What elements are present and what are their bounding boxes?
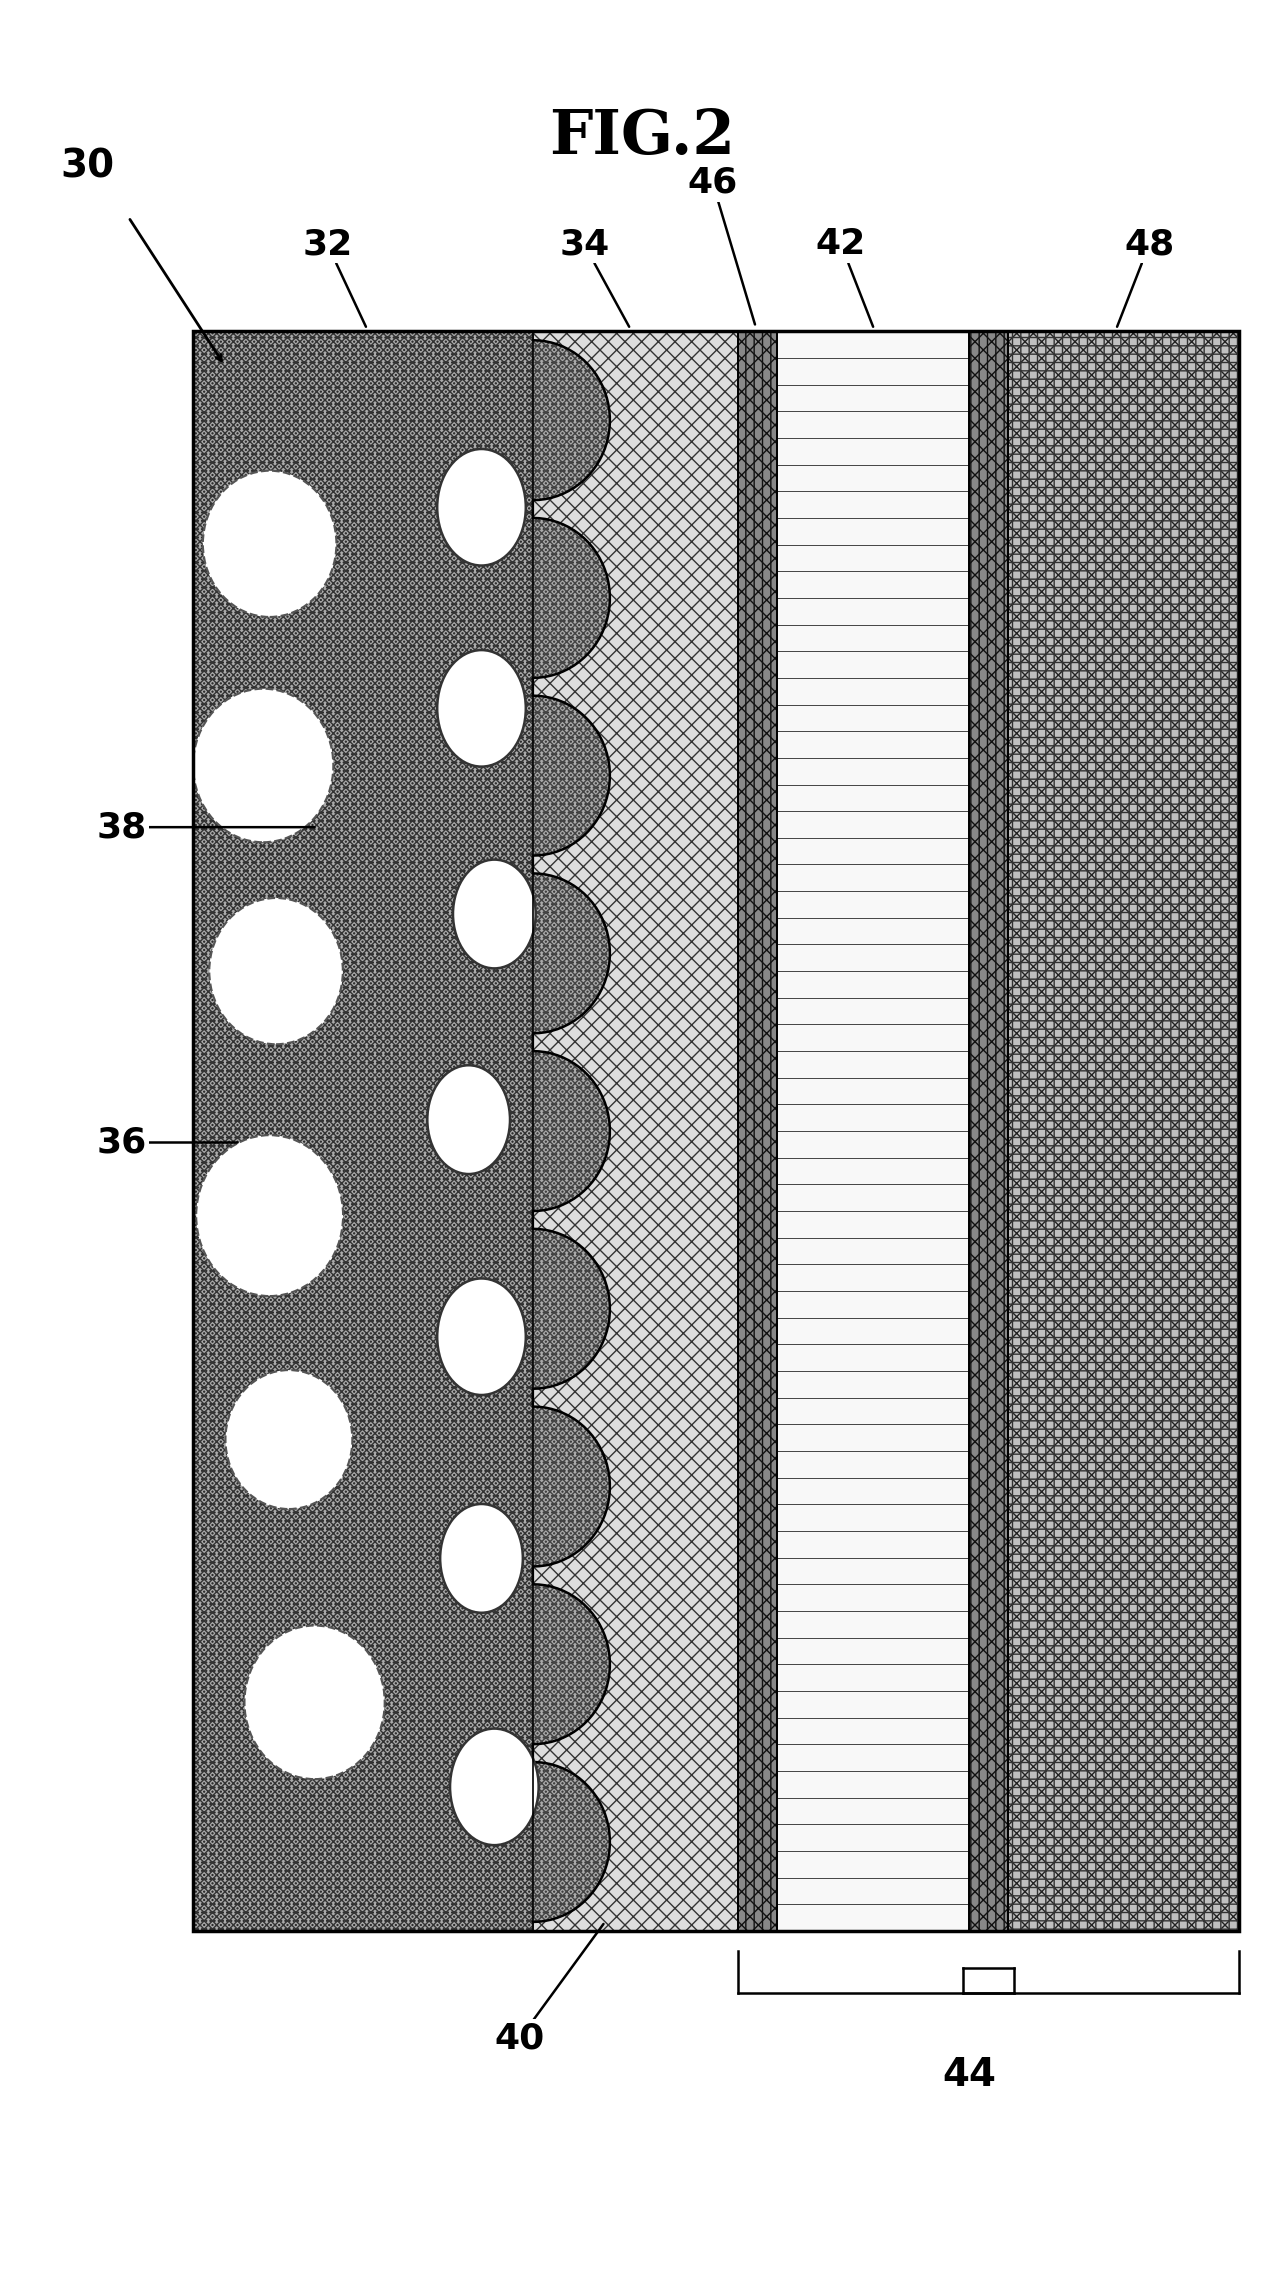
Text: 44: 44 [942, 2056, 996, 2093]
Bar [533, 331, 738, 1931]
Polygon shape [533, 331, 610, 1931]
Ellipse shape [244, 1625, 385, 1780]
Ellipse shape [226, 1371, 352, 1508]
Ellipse shape [453, 859, 535, 969]
Bar [738, 331, 777, 1931]
Bar [193, 331, 533, 1931]
Ellipse shape [203, 471, 336, 617]
Ellipse shape [193, 688, 334, 843]
Bar [193, 331, 1239, 1931]
Text: 40: 40 [494, 1924, 603, 2054]
Text: 32: 32 [302, 228, 366, 327]
Ellipse shape [209, 898, 343, 1044]
Ellipse shape [196, 1136, 343, 1296]
Text: 48: 48 [1117, 228, 1175, 327]
Text: 46: 46 [687, 167, 755, 324]
Ellipse shape [440, 1504, 523, 1613]
Ellipse shape [437, 1280, 525, 1394]
Ellipse shape [437, 651, 525, 768]
Ellipse shape [449, 1727, 538, 1846]
Text: FIG.2: FIG.2 [550, 107, 734, 167]
Bar [777, 331, 969, 1931]
Bar [1008, 331, 1239, 1931]
Bar [969, 331, 1008, 1931]
Bar [969, 331, 1008, 1931]
Bar [193, 331, 533, 1931]
Ellipse shape [437, 448, 525, 564]
Ellipse shape [428, 1065, 510, 1174]
Text: 30: 30 [60, 149, 114, 185]
Bar [1008, 331, 1239, 1931]
Bar [738, 331, 777, 1931]
Text: 36: 36 [96, 1127, 238, 1158]
Text: 38: 38 [96, 811, 315, 843]
Text: 42: 42 [815, 228, 873, 327]
Text: 34: 34 [559, 228, 629, 327]
